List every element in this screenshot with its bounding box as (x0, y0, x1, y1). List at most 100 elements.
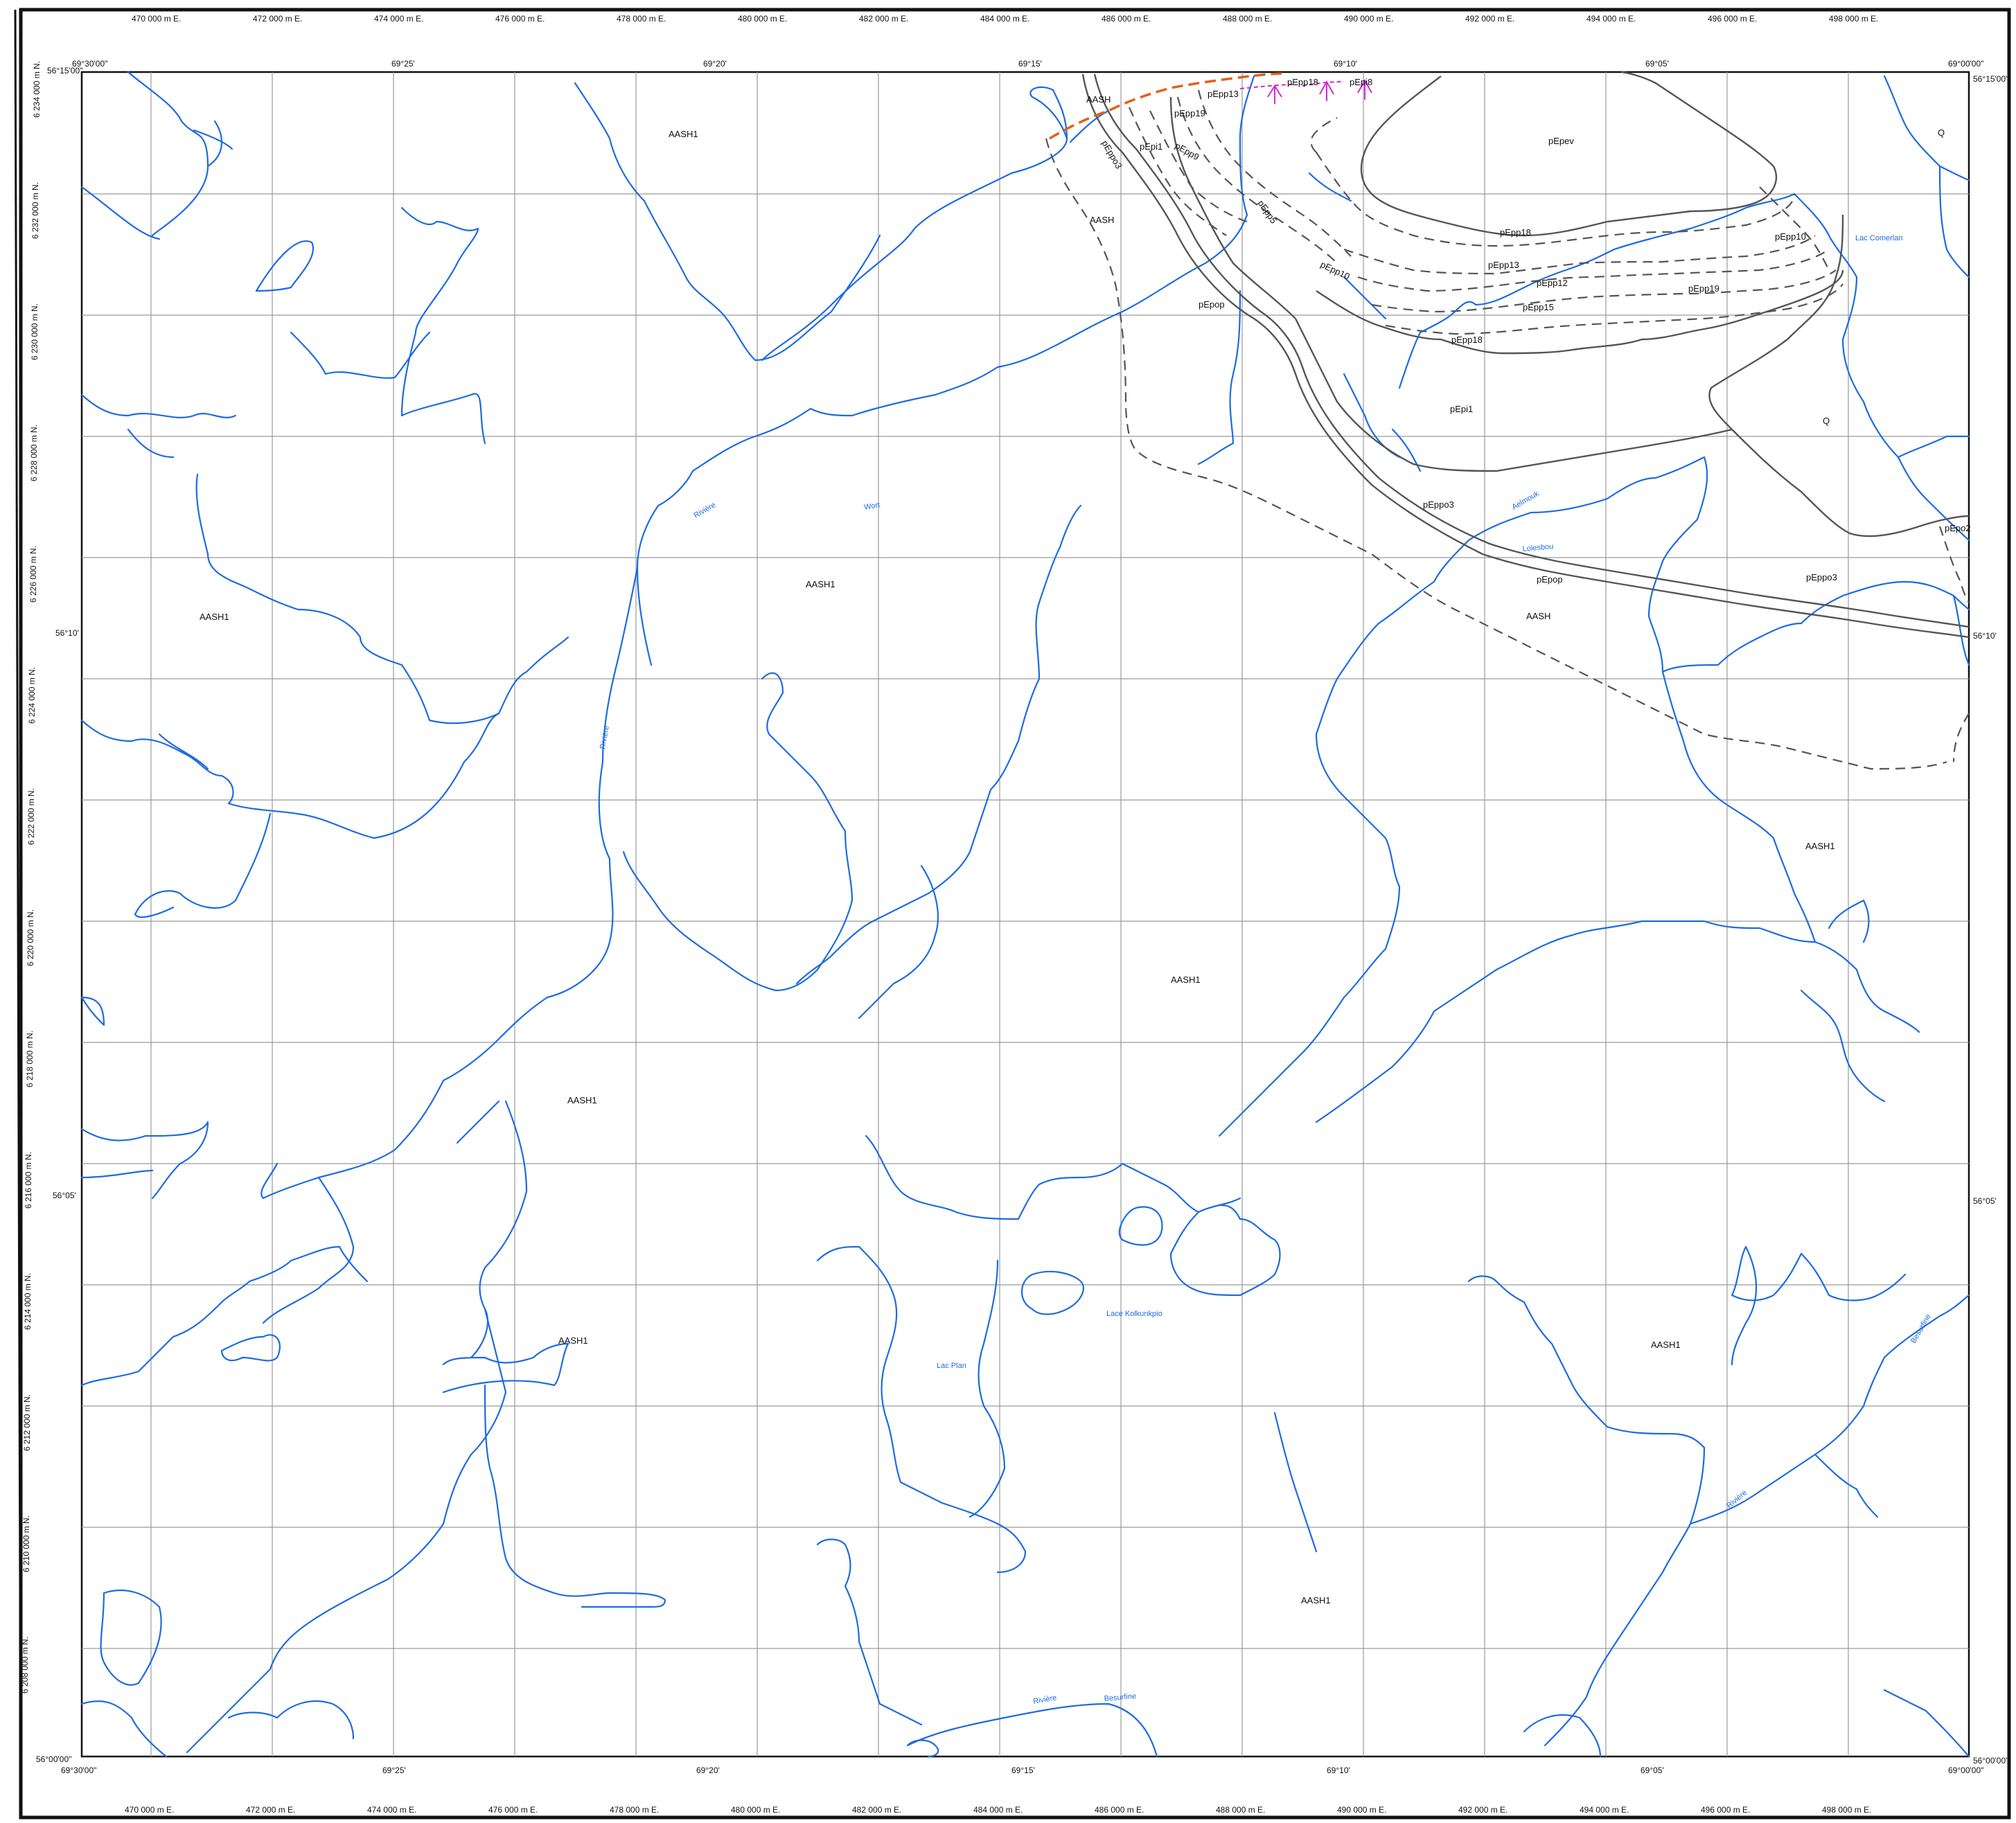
corner-lat-top-left: 56°15'00" (47, 66, 82, 75)
stream (80, 186, 161, 240)
stream (1523, 1714, 1602, 1758)
northing-label: 6 208 000 m N. (20, 1637, 30, 1693)
lon-tick-top: 69°20' (703, 59, 727, 69)
approximate-contact (1343, 235, 1816, 275)
stream (1897, 435, 1970, 459)
unit-label: AASH1 (806, 579, 835, 589)
contact-line (1093, 73, 1970, 628)
lon-tick-top: 69°10' (1334, 59, 1357, 69)
easting-label: 484 000 m E. (980, 14, 1029, 24)
easting-label: 494 000 m E. (1580, 1805, 1629, 1815)
lake-name: Lac Plan (937, 1362, 966, 1370)
unit-label: pEpp5 (1256, 198, 1280, 225)
easting-label: 490 000 m E. (1337, 1805, 1386, 1815)
stream (80, 393, 130, 417)
structural-symbols (1239, 78, 1372, 104)
neatline (80, 71, 1970, 1758)
unit-label: AASH1 (669, 129, 698, 139)
unit-label: AASH1 (1651, 1340, 1681, 1350)
easting-label: 470 000 m E. (125, 1805, 174, 1815)
unit-label: AASH1 (1171, 975, 1201, 985)
lat-tick-left: 56°05' (53, 1191, 76, 1200)
stream (622, 672, 854, 992)
stream (1398, 331, 1422, 389)
stream (1273, 1412, 1318, 1553)
lon-tick-bottom: 69°15' (1011, 1766, 1035, 1775)
stream (1391, 428, 1422, 472)
stream (220, 1334, 281, 1362)
river-name: Rivière (599, 725, 611, 750)
unit-label: pEpp18 (1451, 335, 1483, 345)
stream (1308, 172, 1352, 202)
stream (1301, 733, 1401, 1054)
approximate-contacts (1045, 89, 1970, 770)
hydro-labels: Lac Comerlan Rivière Wort Lolesbou Riviè… (599, 234, 1933, 1706)
unit-label: pEpev (1548, 136, 1574, 146)
approximate-contact (1357, 249, 1830, 292)
easting-label: 488 000 m E. (1223, 14, 1272, 24)
stream (1118, 1206, 1163, 1246)
river-name: Lolesbou (1522, 542, 1554, 553)
corner-lat-bottom-left: 56°00'00" (36, 1754, 71, 1764)
lon-tick-top: 69°15' (1018, 59, 1042, 69)
corner-lon-top-right: 69°00'00" (1948, 59, 1983, 69)
stream (1197, 290, 1241, 465)
unit-label: Q (1823, 416, 1830, 426)
unit-label: pEpop (1199, 299, 1225, 310)
easting-label: 488 000 m E. (1216, 1805, 1265, 1815)
stream (470, 1100, 528, 1359)
stream (1343, 276, 1387, 320)
easting-label: 492 000 m E. (1458, 1805, 1507, 1815)
easting-label: 480 000 m E. (731, 1805, 780, 1815)
unit-label: pEpp13 (1488, 260, 1519, 270)
stream (1689, 1356, 1886, 1525)
stream (969, 1259, 1006, 1518)
stream (795, 504, 1082, 985)
map-frame (19, 8, 2011, 1820)
river-name: Aelmouk (1511, 490, 1541, 512)
contact-line (1360, 75, 1778, 237)
unit-label: AASH1 (558, 1335, 588, 1346)
stream (858, 864, 939, 1020)
corner-lat-bottom-right: 56°00'00" (1973, 1756, 2008, 1766)
easting-label: 486 000 m E. (1102, 14, 1151, 24)
unit-label: pEpp18 (1500, 227, 1531, 238)
easting-label: 478 000 m E. (610, 1805, 659, 1815)
stream (1474, 193, 1796, 306)
approximate-contact (1385, 283, 1843, 335)
unit-label: AASH (1086, 94, 1111, 105)
northing-label: 6 210 000 m N. (21, 1515, 31, 1572)
river-name: Rivière (1725, 1488, 1749, 1510)
stream (636, 567, 653, 666)
stream (1661, 670, 1816, 943)
lake-name: Lace Kolkunkpio (1106, 1310, 1162, 1318)
northing-label: 6 230 000 m N. (30, 303, 39, 360)
unit-label: pEpp19 (1688, 283, 1719, 294)
stream (456, 1100, 500, 1144)
approximate-contact (1176, 96, 1338, 264)
stream (290, 331, 431, 379)
easting-label: 490 000 m E. (1344, 14, 1393, 24)
stream (1343, 373, 1401, 459)
stream (865, 1135, 1241, 1220)
lon-tick-top: 69°25' (391, 59, 415, 69)
stream (1731, 1245, 1757, 1366)
unit-label: pEppo3 (1423, 499, 1454, 510)
unit-label: AASH1 (1301, 1595, 1331, 1606)
unit-label: AASH (1090, 215, 1114, 225)
stream (1793, 193, 1865, 403)
stream (134, 812, 272, 918)
easting-label: 498 000 m E. (1822, 1805, 1871, 1815)
stream (1814, 1453, 1879, 1518)
stream (1938, 165, 1970, 278)
contact-line (1708, 214, 1844, 430)
approximate-contact (1952, 713, 1970, 763)
stream (1862, 400, 1970, 542)
easting-label: 484 000 m E. (973, 1805, 1023, 1815)
unit-label: AASH1 (1805, 841, 1835, 851)
stream (1661, 622, 1803, 673)
easting-label: 476 000 m E. (495, 14, 545, 24)
stream (816, 1245, 1027, 1574)
northing-label: 6 216 000 m N. (24, 1152, 33, 1209)
